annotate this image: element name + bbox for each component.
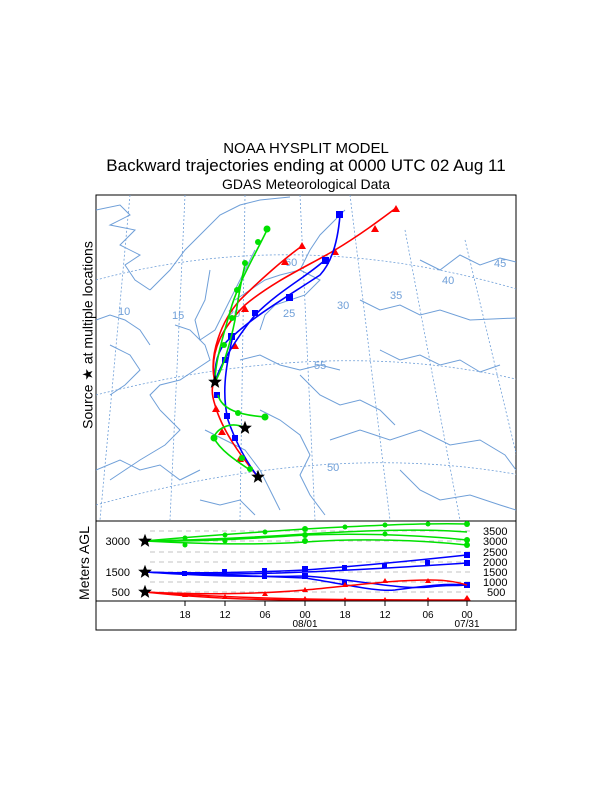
- triangle-icon: [218, 428, 226, 435]
- date-label-0731: 07/31: [454, 619, 479, 630]
- circle-icon: [210, 434, 218, 442]
- height-panel: 3000 1500 500 3500 3000 2500 2000 1500 1…: [95, 520, 517, 602]
- circle-icon: [247, 466, 253, 472]
- lon-label-30: 30: [337, 300, 349, 312]
- time-tick: 00: [461, 610, 473, 621]
- lon-label-40: 40: [442, 275, 454, 287]
- time-tick: 12: [379, 610, 391, 621]
- circle-icon: [229, 315, 235, 321]
- green-trajectory-4: [217, 394, 266, 418]
- blue-trajectory-1: [214, 214, 341, 383]
- green-trajectory-2: [214, 264, 246, 383]
- graticule: [96, 195, 516, 521]
- time-tick: 06: [422, 610, 434, 621]
- time-tick: 00: [299, 610, 311, 621]
- red-trajectory-2: [212, 207, 397, 383]
- lat-label-50: 50: [327, 462, 339, 474]
- right-tick-2500: 2500: [483, 547, 507, 559]
- triangle-icon: [281, 258, 289, 265]
- left-tick-1500: 1500: [106, 567, 130, 579]
- time-tick: 06: [259, 610, 271, 621]
- right-tick-500: 500: [487, 587, 505, 599]
- model-title: NOAA HYSPLIT MODEL: [223, 140, 389, 157]
- square-icon: [214, 392, 220, 398]
- circle-icon: [255, 239, 261, 245]
- circle-icon: [221, 342, 227, 348]
- green-height-markers: [182, 521, 470, 548]
- green-trajectory-1: [214, 229, 268, 383]
- right-tick-2000: 2000: [483, 557, 507, 569]
- lat-label-60: 60: [285, 257, 297, 269]
- trajectory-title: Backward trajectories ending at 0000 UTC…: [106, 156, 506, 175]
- square-icon: [224, 413, 230, 419]
- date-label-0801: 08/01: [292, 619, 317, 630]
- triangle-icon: [298, 242, 306, 249]
- right-tick-1500: 1500: [483, 567, 507, 579]
- triangle-icon: [392, 205, 400, 212]
- blue-trajectory-3: [224, 339, 259, 478]
- circle-icon: [263, 225, 271, 233]
- left-tick-3000: 3000: [106, 536, 130, 548]
- lon-label-10: 10: [118, 306, 130, 318]
- left-tick-500: 500: [112, 587, 130, 599]
- time-tick: 12: [219, 610, 231, 621]
- lon-label-25: 25: [283, 308, 295, 320]
- circle-icon: [242, 260, 248, 266]
- square-icon: [252, 310, 258, 316]
- square-icon: [286, 294, 293, 301]
- right-tick-3500: 3500: [483, 526, 507, 538]
- square-icon: [232, 435, 238, 441]
- lat-label-45: 45: [494, 258, 506, 270]
- green-markers: [210, 225, 271, 472]
- circle-icon: [261, 413, 269, 421]
- time-axis: 18 12 06 00 18 12 06 00 08/01 07/31: [95, 600, 517, 631]
- triangle-icon: [241, 305, 249, 312]
- red-markers: [212, 205, 400, 462]
- right-tick-3000: 3000: [483, 536, 507, 548]
- lon-label-35: 35: [390, 290, 402, 302]
- triangle-icon: [371, 225, 379, 232]
- triangle-icon: [231, 342, 239, 349]
- time-tick: 18: [179, 610, 191, 621]
- circle-icon: [234, 287, 240, 293]
- square-icon: [322, 257, 329, 264]
- square-icon: [336, 211, 343, 218]
- data-source-title: GDAS Meteorological Data: [221, 176, 391, 192]
- circle-icon: [235, 410, 241, 416]
- right-tick-1000: 1000: [483, 577, 507, 589]
- lon-label-15: 15: [172, 310, 184, 322]
- lat-label-55: 55: [314, 360, 326, 372]
- circle-icon: [239, 455, 245, 461]
- time-tick: 18: [339, 610, 351, 621]
- map-panel: 60 55 50 45 10 15 20 25 30 35 40: [95, 194, 517, 522]
- triangle-icon: [212, 405, 220, 412]
